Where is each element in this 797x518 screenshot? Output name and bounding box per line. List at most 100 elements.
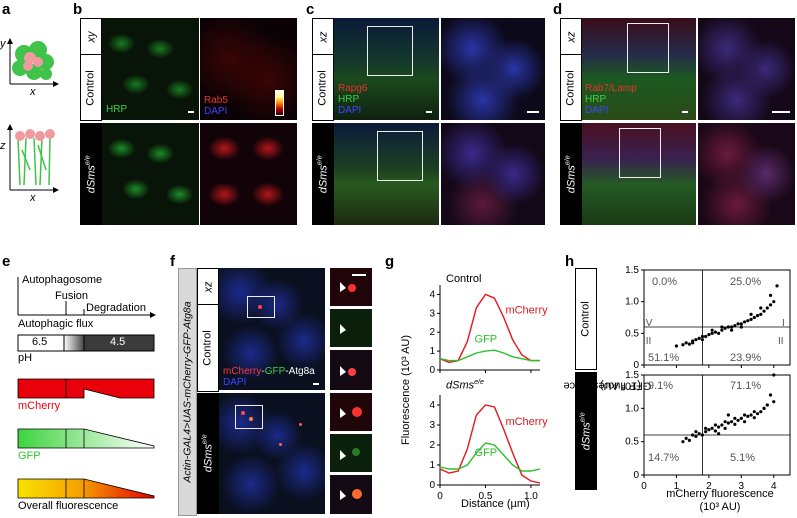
panel-e-label: e	[2, 253, 11, 270]
y-tick-label: 0.5	[625, 437, 639, 448]
micro-b-mutant-rab5	[200, 123, 297, 225]
data-point	[726, 325, 730, 329]
label-autophagosome: Autophagosome	[22, 274, 103, 286]
data-point	[710, 426, 714, 430]
micro-d-mutant-merge	[582, 123, 696, 225]
h-quad-III: III	[643, 336, 652, 347]
data-point	[742, 320, 747, 324]
data-point	[720, 325, 724, 329]
data-point	[768, 293, 773, 297]
label-hrp: HRP	[338, 94, 360, 105]
plot-frame	[643, 269, 791, 366]
label-ph-left: 6.5	[32, 336, 48, 348]
series-gfp	[439, 349, 540, 362]
micro-f-mutant	[219, 393, 325, 514]
y-tick-label: 2	[429, 327, 435, 338]
y-tick-label: 1.0	[625, 297, 639, 308]
scale-bar	[527, 111, 539, 113]
inset-box	[619, 128, 661, 178]
data-point	[730, 328, 734, 332]
panel-c-row-control: Control	[312, 54, 334, 121]
x-tick-label: 4	[771, 481, 777, 490]
data-point	[713, 423, 717, 427]
data-point	[704, 426, 708, 430]
label-rapgef: Rapg6	[338, 83, 368, 94]
h-mutant-pct-tr: 71.1%	[730, 380, 762, 392]
panel-h-label: h	[565, 253, 575, 270]
chart-g: 0 1 2 3 4 mCherry GFP 0 1 2 3 4 0 0.5 1.0 mCherry GFP	[429, 285, 548, 502]
y-tick-label: 1.0	[625, 403, 639, 414]
scale-bar	[313, 383, 319, 385]
h-control-pct-tr: 25.0%	[730, 276, 762, 288]
legend-atg8a: mCherry-GFP-Atg8a	[223, 366, 315, 377]
micro-c-mutant-merge	[334, 123, 439, 225]
y-tick-label: 1	[429, 460, 435, 471]
panel-b-row-control: Control	[80, 54, 102, 121]
data-point	[752, 410, 756, 414]
axis-label-x-xz: x	[30, 192, 36, 204]
label-dapi: DAPI	[223, 377, 247, 388]
h-control-pct-br: 23.9%	[730, 352, 762, 364]
data-point	[726, 413, 730, 417]
panel-b-view-label: xy	[80, 18, 102, 56]
axis-label-y: y	[0, 38, 6, 50]
data-point	[730, 325, 734, 329]
data-point	[755, 314, 760, 318]
label-hrp: HRP	[585, 94, 607, 105]
y-tick-label: 4	[429, 289, 435, 300]
micro-d-mutant-inset	[698, 123, 795, 225]
panel-h-row-control: Control	[575, 268, 597, 370]
data-point	[674, 344, 679, 348]
data-point	[723, 326, 727, 330]
data-point	[694, 338, 698, 342]
micro-f-control: mCherry-GFP-Atg8a DAPI	[219, 268, 325, 390]
micro-f-control-inset-merge	[330, 350, 372, 390]
data-point	[739, 325, 743, 329]
micro-c-control-inset	[441, 18, 545, 120]
x-tick-label: 1.0	[524, 491, 538, 502]
x-tick-label: 0.5	[479, 491, 493, 502]
data-point	[772, 373, 776, 377]
y-tick-label: 0.5	[625, 328, 639, 339]
data-point	[772, 400, 776, 404]
data-point	[730, 420, 734, 424]
label-dapi: DAPI	[204, 106, 228, 117]
label-dapi: DAPI	[585, 105, 609, 116]
label-hrp: HRP	[106, 104, 128, 115]
data-point	[707, 428, 711, 432]
series-label-gfp: GFP	[475, 334, 498, 346]
x-tick-label: 0	[641, 481, 647, 490]
panel-b-row-mutant: dSmse/e	[80, 123, 102, 225]
h-quad-II: II	[778, 336, 784, 347]
h-xlabel: mCherry fluorescence (10³ AU)	[666, 488, 774, 513]
data-point	[733, 422, 737, 426]
data-point	[759, 306, 763, 310]
inset-box	[377, 131, 423, 181]
data-point	[687, 342, 692, 346]
inset-box	[627, 23, 669, 73]
series-label-gfp: GFP	[475, 447, 498, 459]
h-control-pct-bl: 51.1%	[648, 352, 680, 364]
panel-d-row-mutant: dSmse/e	[560, 123, 582, 225]
data-point	[759, 410, 763, 414]
data-point	[755, 412, 760, 416]
panel-c-label: c	[306, 1, 315, 18]
inset-box	[367, 26, 413, 76]
micro-f-control-inset-green	[330, 309, 372, 347]
y-tick-label: 0	[429, 365, 435, 376]
data-point	[681, 440, 685, 444]
data-point	[733, 324, 737, 328]
x-tick-label: 3	[739, 481, 745, 490]
label-rab5: Rab5	[204, 95, 228, 106]
y-tick-label: 0	[633, 360, 639, 371]
scale-bar	[426, 111, 432, 113]
data-point	[684, 341, 688, 345]
h-control-pct-tl: 0.0%	[652, 276, 678, 288]
data-point	[700, 334, 704, 339]
label-mcherry: mCherry	[18, 400, 61, 412]
h-quad-I: I	[782, 318, 785, 329]
data-point	[710, 328, 714, 332]
data-point	[742, 420, 747, 424]
h-quad-IV: IV	[643, 318, 653, 329]
data-point	[736, 322, 740, 326]
